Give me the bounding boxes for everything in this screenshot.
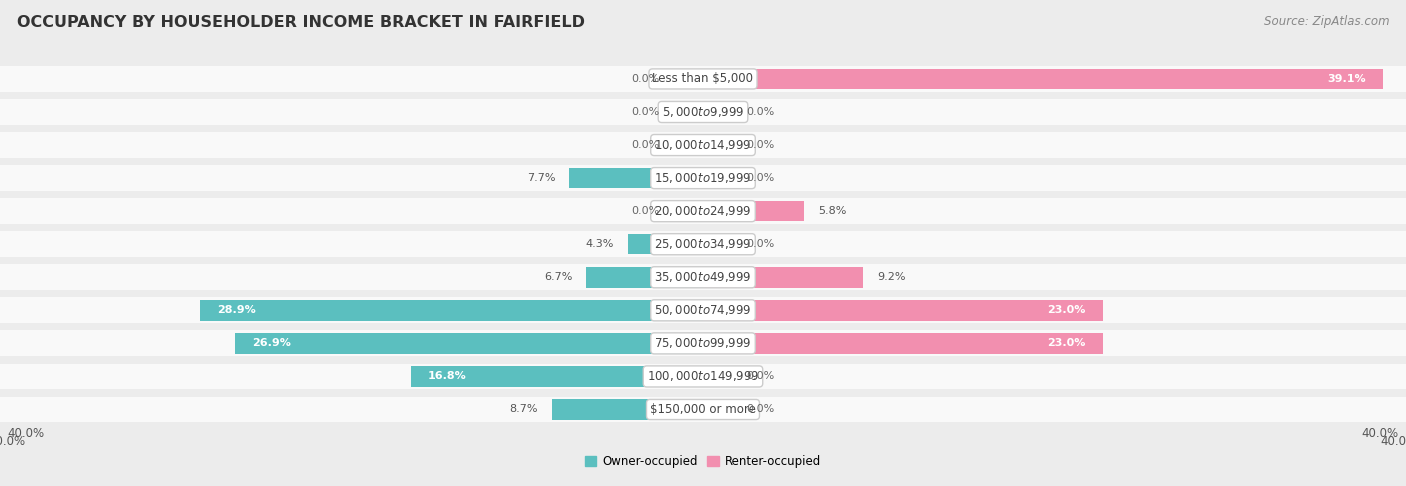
FancyBboxPatch shape bbox=[0, 264, 1406, 290]
Text: 0.0%: 0.0% bbox=[747, 239, 775, 249]
Text: OCCUPANCY BY HOUSEHOLDER INCOME BRACKET IN FAIRFIELD: OCCUPANCY BY HOUSEHOLDER INCOME BRACKET … bbox=[17, 15, 585, 30]
Text: 0.0%: 0.0% bbox=[747, 404, 775, 415]
Text: 5.8%: 5.8% bbox=[818, 206, 846, 216]
Bar bbox=[569, 168, 703, 189]
Bar bbox=[235, 333, 703, 354]
Bar bbox=[703, 333, 1104, 354]
Text: $25,000 to $34,999: $25,000 to $34,999 bbox=[654, 237, 752, 251]
Text: Source: ZipAtlas.com: Source: ZipAtlas.com bbox=[1264, 15, 1389, 28]
Text: 28.9%: 28.9% bbox=[218, 305, 256, 315]
Text: 40.0%: 40.0% bbox=[7, 427, 44, 440]
Text: $35,000 to $49,999: $35,000 to $49,999 bbox=[654, 270, 752, 284]
FancyBboxPatch shape bbox=[0, 297, 1406, 323]
Bar bbox=[703, 201, 804, 222]
Text: 0.0%: 0.0% bbox=[631, 140, 659, 150]
FancyBboxPatch shape bbox=[0, 364, 1406, 389]
Text: 4.3%: 4.3% bbox=[586, 239, 614, 249]
Text: 7.7%: 7.7% bbox=[527, 173, 555, 183]
Text: $100,000 to $149,999: $100,000 to $149,999 bbox=[647, 369, 759, 383]
Bar bbox=[703, 267, 863, 288]
FancyBboxPatch shape bbox=[0, 66, 1406, 92]
Text: 40.0%: 40.0% bbox=[1362, 427, 1399, 440]
Text: $5,000 to $9,999: $5,000 to $9,999 bbox=[662, 105, 744, 119]
Text: 0.0%: 0.0% bbox=[747, 107, 775, 117]
Bar bbox=[628, 234, 703, 255]
FancyBboxPatch shape bbox=[0, 132, 1406, 158]
FancyBboxPatch shape bbox=[0, 198, 1406, 224]
Text: $20,000 to $24,999: $20,000 to $24,999 bbox=[654, 204, 752, 218]
Bar bbox=[586, 267, 703, 288]
Bar bbox=[551, 399, 703, 420]
FancyBboxPatch shape bbox=[0, 231, 1406, 257]
Text: $75,000 to $99,999: $75,000 to $99,999 bbox=[654, 336, 752, 350]
Text: 39.1%: 39.1% bbox=[1327, 74, 1365, 84]
Text: 0.0%: 0.0% bbox=[747, 140, 775, 150]
Text: 8.7%: 8.7% bbox=[509, 404, 537, 415]
FancyBboxPatch shape bbox=[0, 330, 1406, 356]
Bar bbox=[200, 300, 703, 321]
Text: 9.2%: 9.2% bbox=[877, 272, 905, 282]
Legend: Owner-occupied, Renter-occupied: Owner-occupied, Renter-occupied bbox=[579, 451, 827, 473]
Text: $50,000 to $74,999: $50,000 to $74,999 bbox=[654, 303, 752, 317]
Bar bbox=[703, 69, 1384, 89]
Text: 0.0%: 0.0% bbox=[631, 206, 659, 216]
Text: 6.7%: 6.7% bbox=[544, 272, 572, 282]
Text: 26.9%: 26.9% bbox=[252, 338, 291, 348]
Text: Less than $5,000: Less than $5,000 bbox=[652, 72, 754, 86]
Bar bbox=[411, 366, 703, 387]
Text: 0.0%: 0.0% bbox=[631, 74, 659, 84]
FancyBboxPatch shape bbox=[0, 397, 1406, 422]
Text: 0.0%: 0.0% bbox=[631, 107, 659, 117]
Text: 0.0%: 0.0% bbox=[747, 173, 775, 183]
Text: 23.0%: 23.0% bbox=[1047, 305, 1085, 315]
Text: 16.8%: 16.8% bbox=[427, 371, 467, 382]
Bar bbox=[703, 300, 1104, 321]
FancyBboxPatch shape bbox=[0, 99, 1406, 125]
Text: 0.0%: 0.0% bbox=[747, 371, 775, 382]
Text: $10,000 to $14,999: $10,000 to $14,999 bbox=[654, 138, 752, 152]
Text: 23.0%: 23.0% bbox=[1047, 338, 1085, 348]
Text: $15,000 to $19,999: $15,000 to $19,999 bbox=[654, 171, 752, 185]
Text: $150,000 or more: $150,000 or more bbox=[650, 403, 756, 416]
FancyBboxPatch shape bbox=[0, 165, 1406, 191]
